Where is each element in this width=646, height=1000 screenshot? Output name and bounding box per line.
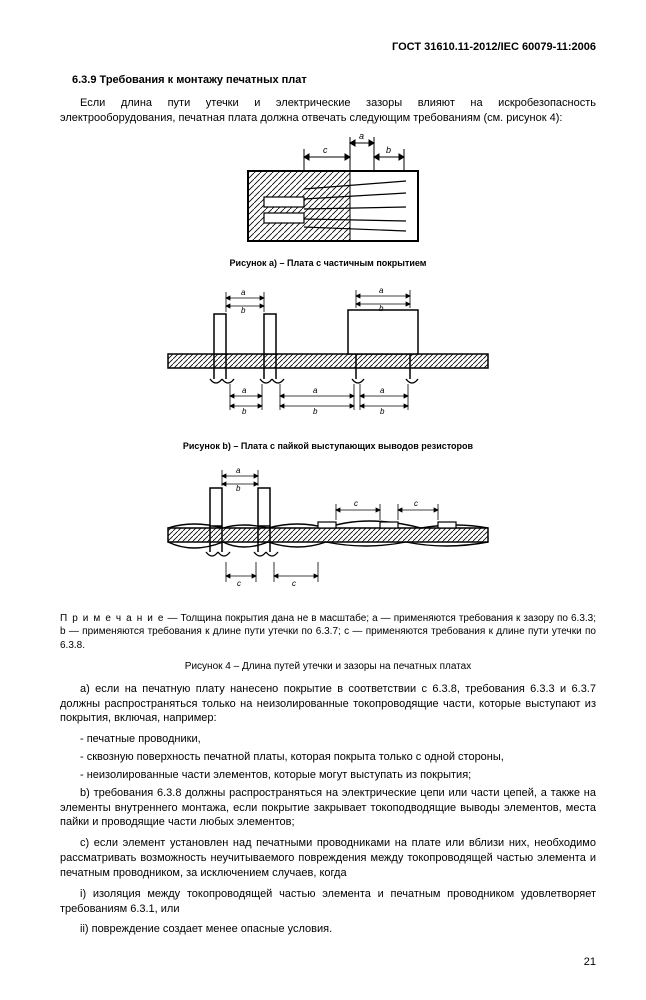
svg-text:c: c: [292, 579, 296, 588]
svg-text:b: b: [380, 407, 385, 416]
bullet-3: - неизолированные части элементов, котор…: [60, 768, 596, 783]
intro-paragraph: Если длина пути утечки и электрические з…: [60, 96, 596, 126]
section-title-text: Требования к монтажу печатных плат: [100, 74, 307, 86]
section-heading: 6.3.9 Требования к монтажу печатных плат: [72, 73, 596, 88]
figure-c: a b c c c c: [60, 466, 596, 606]
doc-header: ГОСТ 31610.11-2012/IEC 60079-11:2006: [60, 40, 596, 55]
section-number: 6.3.9: [72, 74, 96, 86]
svg-text:b: b: [313, 407, 318, 416]
figure-b-caption: Рисунок b) – Плата с пайкой выступающих …: [60, 440, 596, 452]
svg-text:a: a: [313, 386, 318, 395]
svg-text:c: c: [323, 145, 328, 155]
bullet-2: - сквозную поверхность печатной платы, к…: [60, 750, 596, 765]
svg-text:a: a: [242, 386, 247, 395]
svg-text:b: b: [386, 145, 391, 155]
page-number: 21: [60, 955, 596, 970]
figure-b: a b a b a b a b: [60, 284, 596, 434]
figure-a: a c b: [60, 131, 596, 251]
svg-text:a: a: [236, 466, 241, 475]
para-c: c) если элемент установлен над печатными…: [60, 836, 596, 881]
note-label: П р и м е ч а н и е: [60, 613, 164, 624]
para-b: b) требования 6.3.8 должны распространят…: [60, 786, 596, 831]
svg-text:a: a: [379, 286, 384, 295]
svg-text:b: b: [379, 304, 384, 313]
para-a: a) если на печатную плату нанесено покры…: [60, 682, 596, 727]
svg-text:c: c: [354, 499, 358, 508]
svg-text:b: b: [241, 306, 246, 315]
para-ii: ii) повреждение создает менее опасные ус…: [60, 922, 596, 937]
note-paragraph: П р и м е ч а н и е — Толщина покрытия д…: [60, 612, 596, 653]
svg-text:b: b: [236, 484, 241, 493]
svg-text:b: b: [242, 407, 247, 416]
figure-a-caption: Рисунок а) – Плата с частичным покрытием: [60, 257, 596, 269]
svg-text:a: a: [359, 131, 364, 141]
bullet-1: - печатные проводники,: [60, 732, 596, 747]
svg-text:c: c: [414, 499, 418, 508]
figure-4-caption: Рисунок 4 – Длина путей утечки и зазоры …: [60, 660, 596, 674]
svg-text:c: c: [237, 579, 241, 588]
svg-text:a: a: [380, 386, 385, 395]
para-i: i) изоляция между токопроводящей частью …: [60, 887, 596, 917]
svg-text:a: a: [241, 288, 246, 297]
